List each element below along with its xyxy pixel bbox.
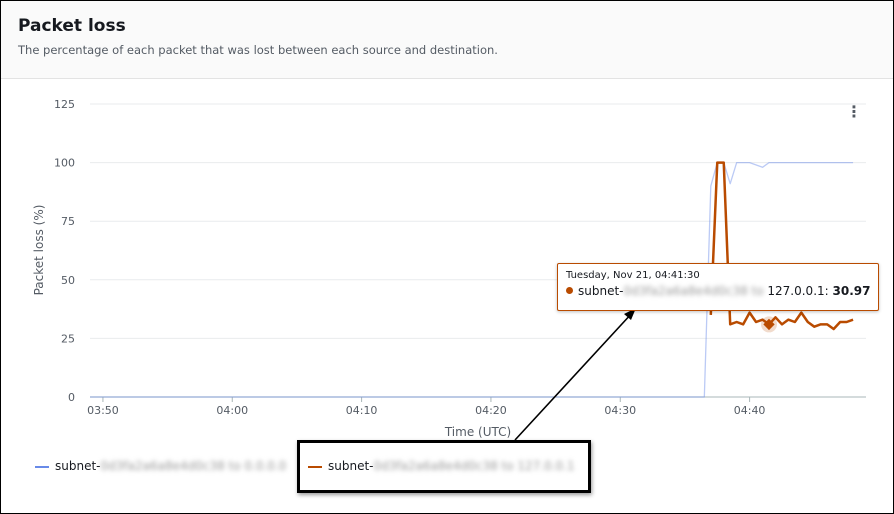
- tooltip-series-redacted: 0d3fa2a6a8e4d0c38 to: [623, 284, 764, 298]
- legend-redacted: 0d3fa2a6a8e4d0c38 to 0.0.0.0: [100, 459, 287, 473]
- panel-header: Packet loss The percentage of each packe…: [1, 1, 893, 79]
- annotation-arrow: [514, 311, 634, 441]
- tooltip-series-prefix: subnet-: [578, 284, 624, 298]
- highlight-point: [763, 318, 775, 331]
- x-tick-label: 04:40: [734, 404, 766, 417]
- x-tick-label: 04:30: [604, 404, 636, 417]
- x-tick-label: 04:20: [475, 404, 507, 417]
- legend-redacted: 0d3fa2a6a8e4d0c38 to 127.0.0.1: [373, 459, 575, 473]
- page-title: Packet loss: [18, 16, 126, 36]
- series-dot-icon: [566, 287, 573, 294]
- legend-label: subnet-: [328, 459, 374, 473]
- legend-item-0[interactable]: subnet-0d3fa2a6a8e4d0c38 to 0.0.0.0: [35, 459, 286, 473]
- legend-item-1[interactable]: subnet-0d3fa2a6a8e4d0c38 to 127.0.0.1: [308, 459, 575, 473]
- tooltip-value: 30.97: [832, 284, 871, 298]
- more-vertical-icon[interactable]: ⋮: [846, 102, 862, 121]
- annotation-box: [297, 440, 591, 493]
- x-tick-label: 04:10: [346, 404, 378, 417]
- page-subtitle: The percentage of each packet that was l…: [18, 43, 498, 57]
- chart-tooltip: Tuesday, Nov 21, 04:41:30 subnet-0d3fa2a…: [557, 263, 879, 311]
- tooltip-series-dest: 127.0.0.1:: [763, 284, 833, 298]
- y-tick-label: 75: [61, 215, 75, 228]
- y-tick-label: 125: [54, 98, 75, 111]
- y-axis-label: Packet loss (%): [32, 205, 46, 296]
- legend-swatch-icon: [308, 465, 322, 468]
- legend-swatch-icon: [35, 465, 49, 468]
- y-tick-label: 0: [68, 391, 75, 404]
- series-line-1: [709, 161, 854, 331]
- tooltip-date: Tuesday, Nov 21, 04:41:30: [566, 270, 700, 281]
- x-axis-label: Time (UTC): [444, 425, 511, 439]
- tooltip-row: subnet-0d3fa2a6a8e4d0c38 to 127.0.0.1: 3…: [566, 284, 870, 298]
- y-tick-label: 25: [61, 332, 75, 345]
- arrow-head-icon: [624, 308, 636, 320]
- legend-label: subnet-: [55, 459, 101, 473]
- x-tick-label: 03:50: [87, 404, 119, 417]
- series-line-0: [90, 161, 854, 398]
- x-tick-label: 04:00: [216, 404, 248, 417]
- y-tick-label: 100: [54, 157, 75, 170]
- y-tick-label: 50: [61, 274, 75, 287]
